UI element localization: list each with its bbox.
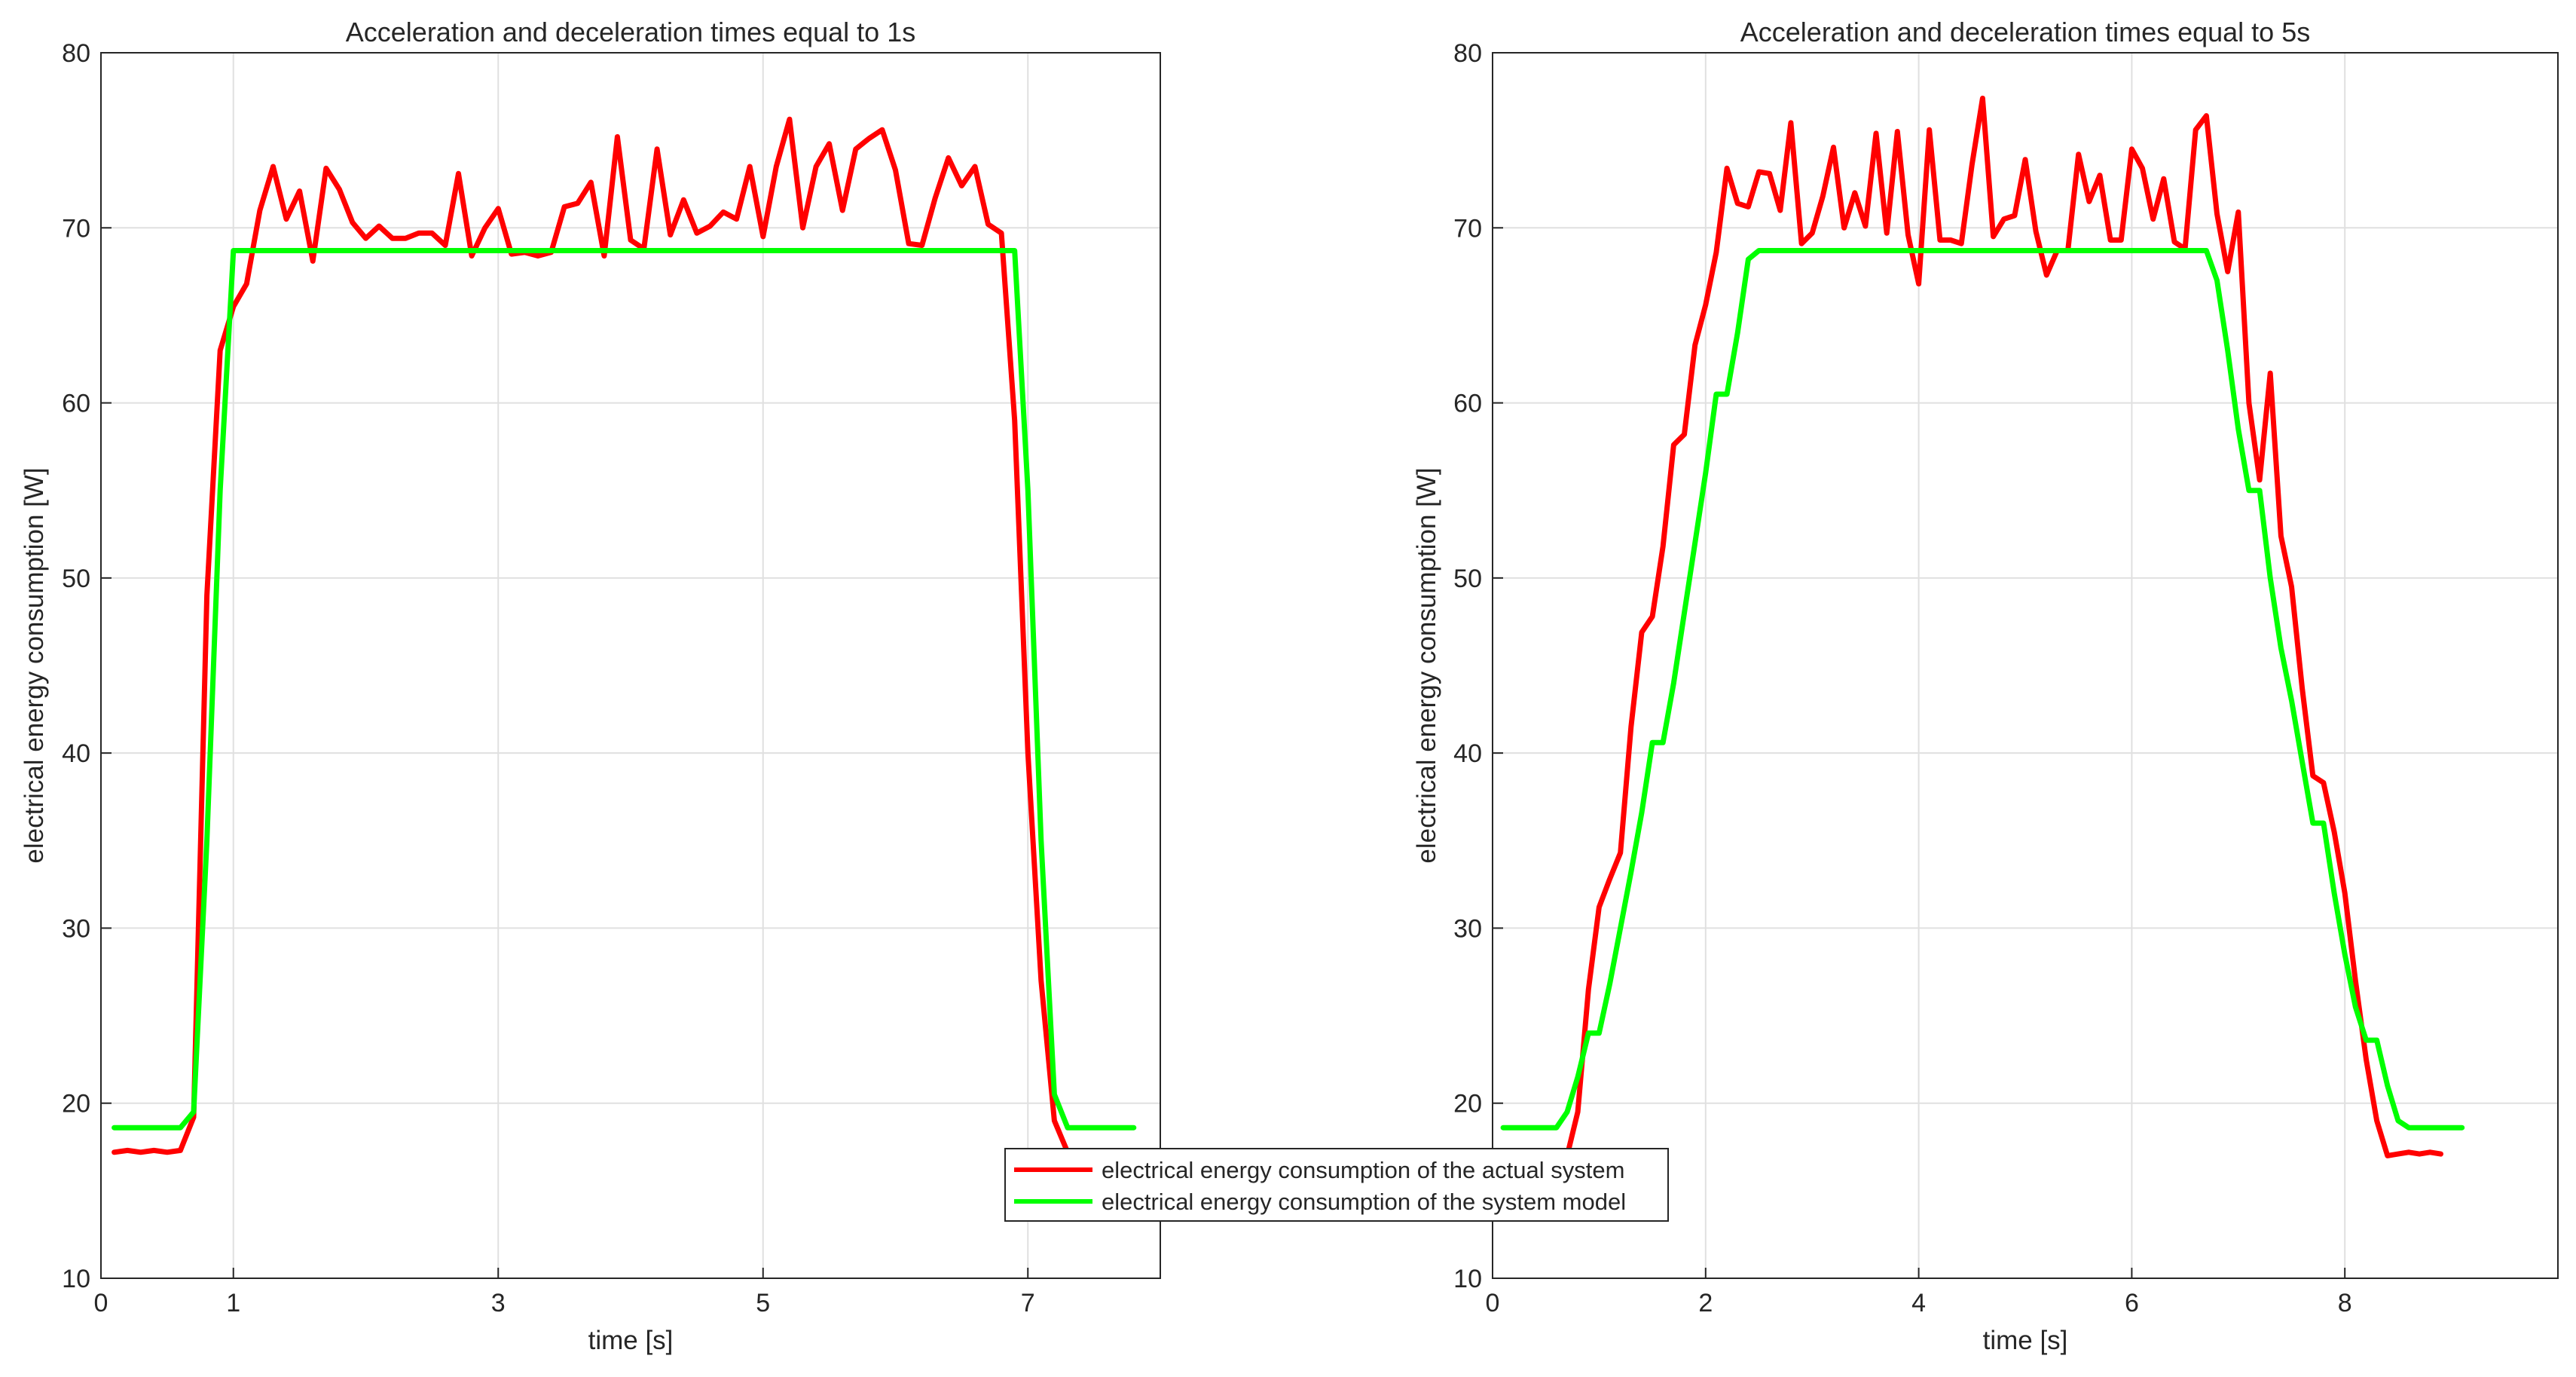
left-ytick-label: 60 [62, 390, 90, 418]
right-chart-ylabel: electrical energy consumption [W] [1412, 467, 1441, 863]
left-ytick-label: 10 [62, 1265, 90, 1293]
right-ytick-label: 10 [1453, 1265, 1482, 1293]
right-xtick-label: 8 [2338, 1289, 2352, 1317]
right-chart-title: Acceleration and deceleration times equa… [1740, 17, 2310, 47]
left-ytick-label: 70 [62, 214, 90, 243]
left-xtick-label: 1 [226, 1289, 240, 1317]
right-ytick-label: 50 [1453, 565, 1482, 593]
left-xtick-label: 5 [756, 1289, 770, 1317]
legend-label-actual: electrical energy consumption of the act… [1102, 1157, 1624, 1183]
left-ytick-label: 80 [62, 39, 90, 68]
right-ytick-label: 60 [1453, 390, 1482, 418]
right-series-model-line [1500, 248, 2465, 1131]
left-xtick-label: 3 [491, 1289, 506, 1317]
legend-label-model: electrical energy consumption of the sys… [1102, 1189, 1626, 1215]
right-chart: 10 20 30 40 50 60 70 80 0 2 4 6 8 Acceleration and d… [1412, 17, 2559, 1355]
left-ytick-label: 20 [62, 1090, 90, 1118]
right-ytick-label: 70 [1453, 214, 1482, 243]
right-chart-xlabel: time [s] [1983, 1326, 2068, 1355]
left-chart-ylabel: electrical energy consumption [W] [20, 467, 49, 863]
left-chart-title: Acceleration and deceleration times equa… [346, 17, 915, 47]
left-xtick-label: 7 [1021, 1289, 1035, 1317]
right-xtick-label: 0 [1486, 1289, 1500, 1317]
left-plot-area [100, 52, 1161, 1279]
right-chart-ticks: 10 20 30 40 50 60 70 80 0 2 4 6 8 [1453, 39, 2351, 1317]
right-ytick-label: 40 [1453, 739, 1482, 768]
legend: electrical energy consumption of the act… [1004, 1148, 1669, 1222]
right-xtick-label: 4 [1911, 1289, 1926, 1317]
right-ytick-label: 80 [1453, 39, 1482, 68]
left-chart-series [112, 116, 1137, 1155]
right-plot-area [1492, 52, 2559, 1279]
left-ytick-label: 40 [62, 739, 90, 768]
left-xtick-label: 0 [94, 1289, 108, 1317]
left-ytick-label: 30 [62, 914, 90, 943]
right-series-actual-line [1564, 95, 2443, 1158]
right-ytick-label: 20 [1453, 1090, 1482, 1118]
left-series-actual-line [112, 116, 1071, 1155]
right-chart-series [1500, 95, 2465, 1158]
legend-box [1004, 1148, 1669, 1222]
left-series-model-line [112, 248, 1137, 1131]
right-xtick-label: 6 [2125, 1289, 2139, 1317]
left-ytick-label: 50 [62, 565, 90, 593]
left-chart-ticks: 10 20 30 40 50 60 70 80 0 1 3 5 7 [62, 39, 1035, 1317]
right-xtick-label: 2 [1698, 1289, 1713, 1317]
left-chart: 10 20 30 40 50 60 70 80 0 1 3 5 7 Acceleration and d… [20, 17, 1161, 1355]
right-ytick-label: 30 [1453, 914, 1482, 943]
left-chart-xlabel: time [s] [588, 1326, 674, 1355]
